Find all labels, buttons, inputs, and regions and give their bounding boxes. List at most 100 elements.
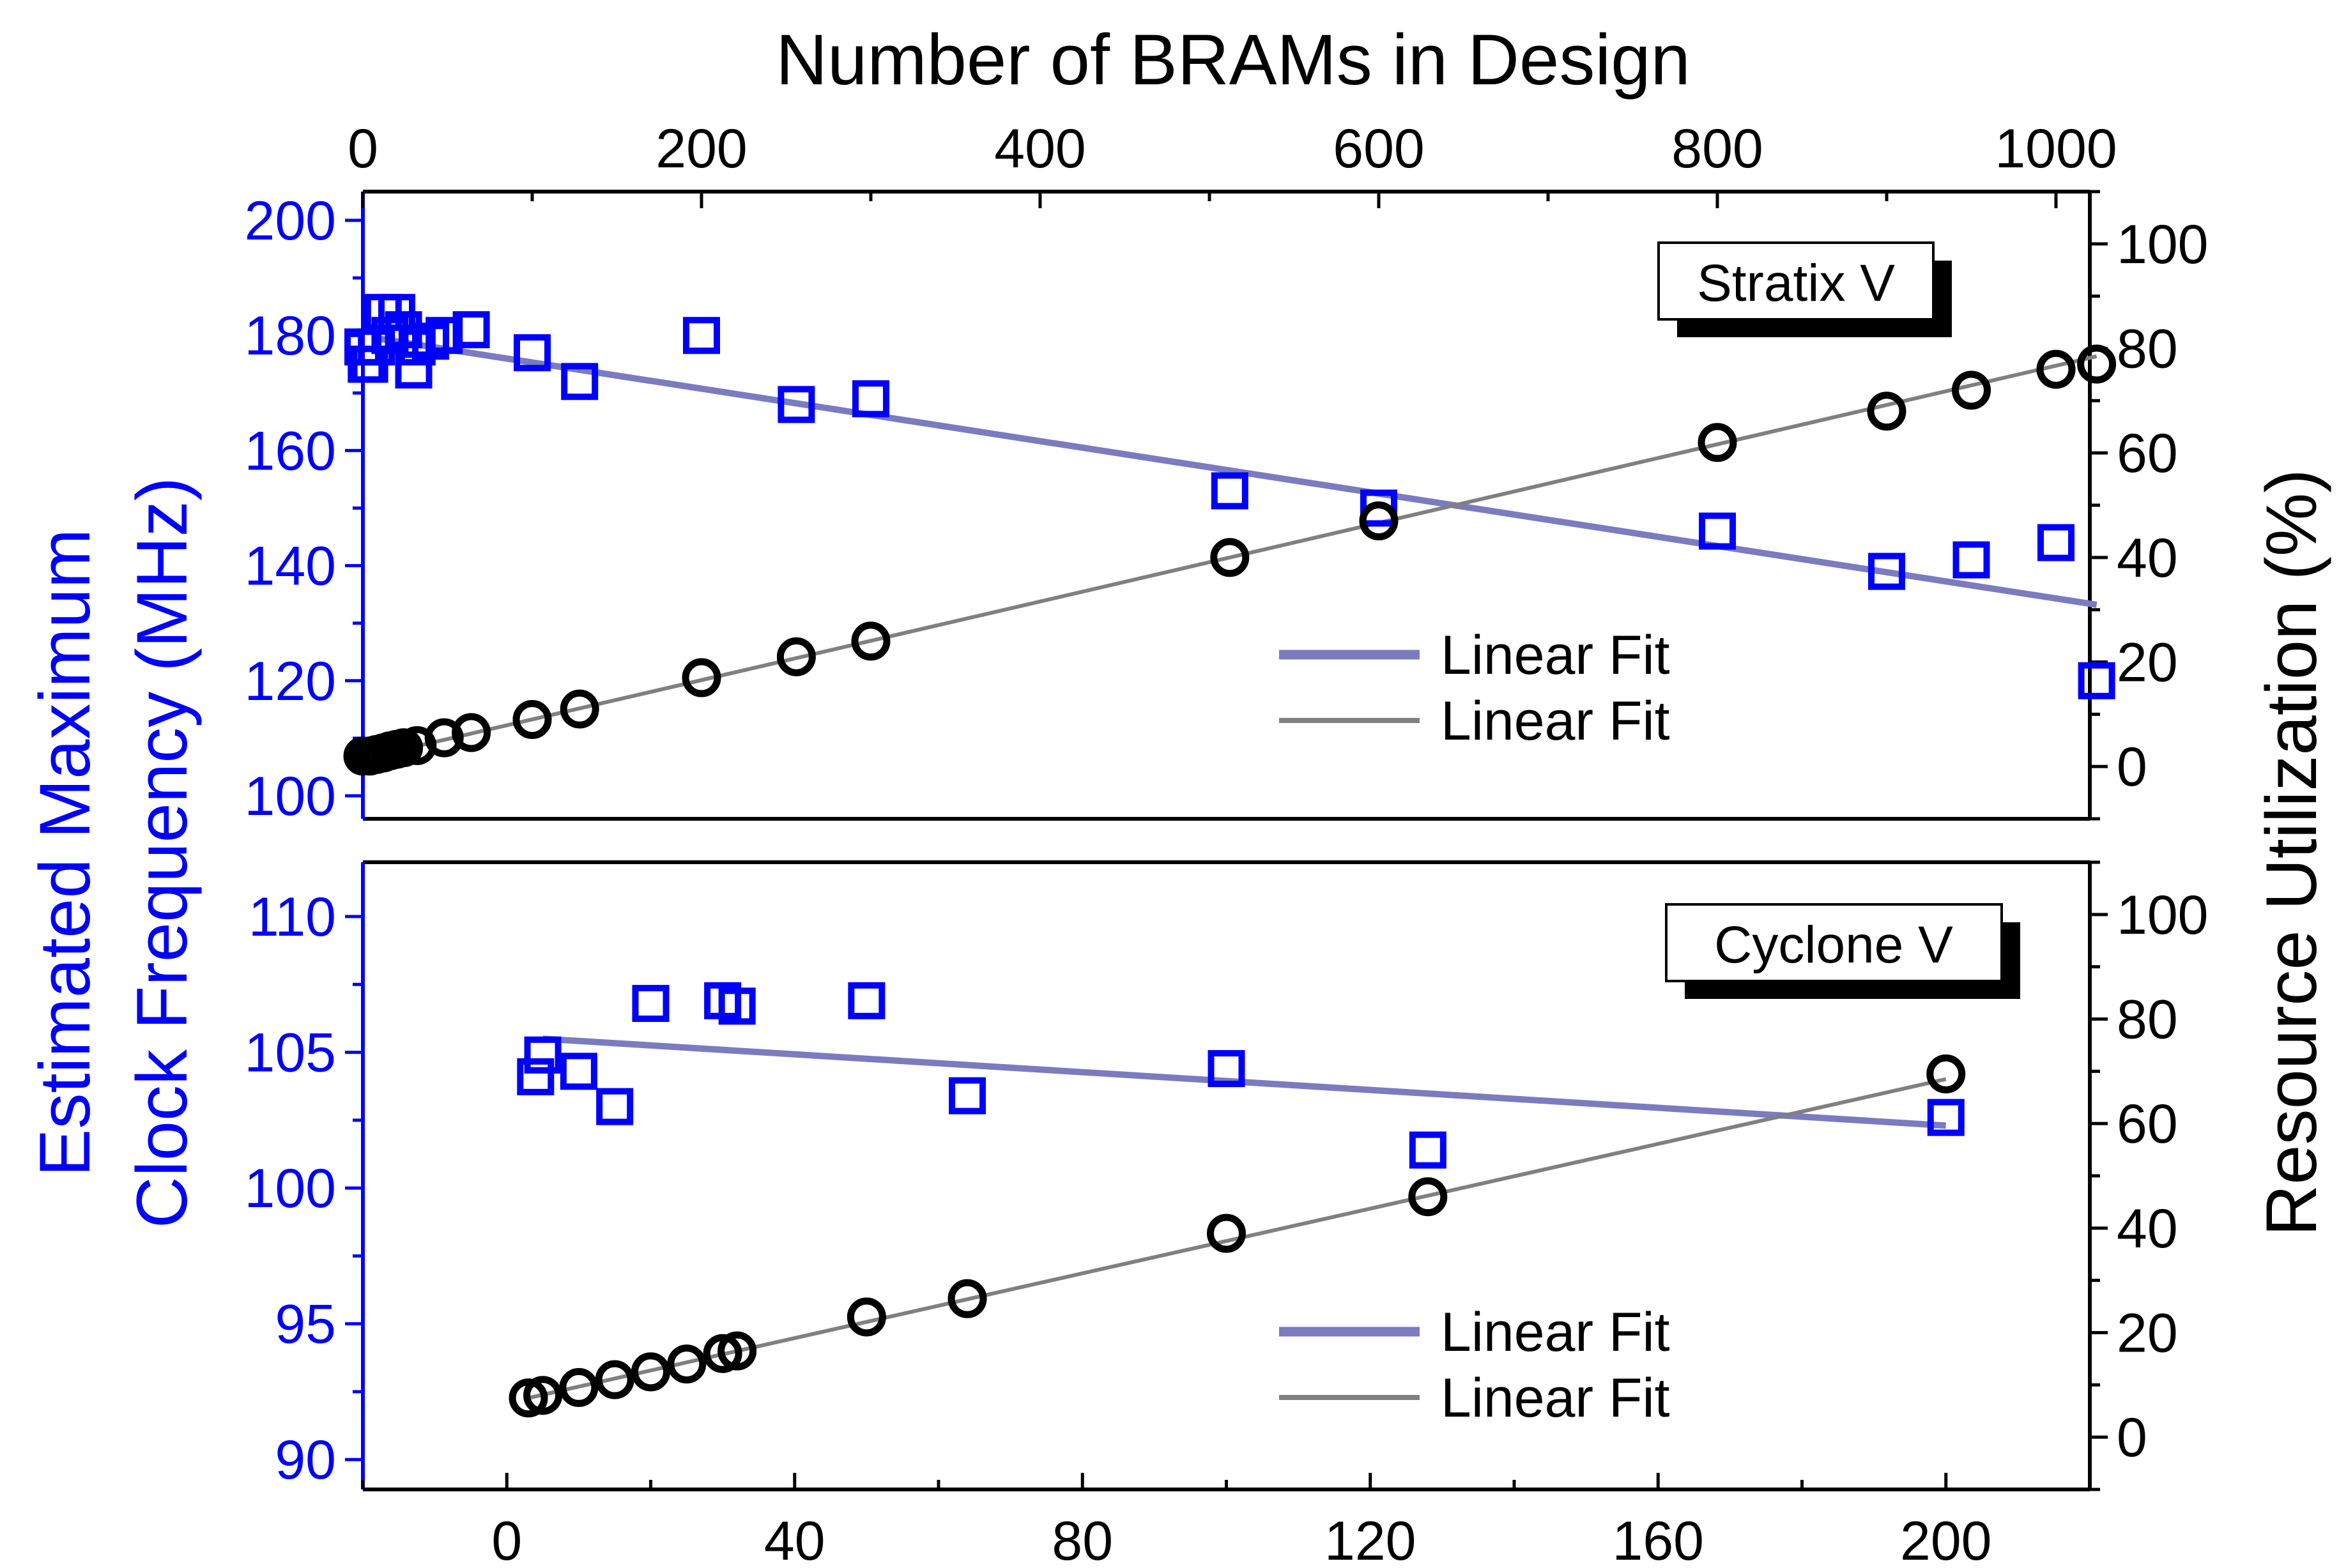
freq-point (632, 985, 670, 1023)
util-point (1952, 370, 1991, 410)
freq-point (1927, 1099, 1965, 1136)
x-tick-label: 80 (1052, 1511, 1113, 1568)
y-left-tick-label: 105 (245, 1023, 337, 1084)
left-axis-title-line1: Estimated Maximum (25, 529, 105, 1176)
freq-point (426, 317, 463, 354)
util-point (2036, 349, 2076, 389)
freq-point (1360, 489, 1397, 527)
util-point (1359, 501, 1399, 541)
freq-point (596, 1088, 634, 1125)
freq-point (1211, 472, 1248, 510)
util-fit-line (528, 1077, 1947, 1400)
y-right-tick-label: 40 (2117, 1198, 2178, 1260)
y-right-tick-label: 100 (2117, 214, 2209, 275)
y-right-tick-label: 20 (2117, 1303, 2178, 1364)
legend-top: Linear Fit Linear Fit (1279, 625, 1670, 752)
freq-point (560, 1053, 597, 1090)
y-left-tick-label: 110 (249, 887, 336, 948)
y-right-tick-label: 100 (2117, 885, 2209, 946)
y-left-tick-label: 180 (245, 305, 337, 367)
util-point (559, 1367, 599, 1407)
y-right-tick-label: 0 (2117, 1407, 2147, 1468)
freq-point (683, 317, 720, 354)
legend-bottom: Linear Fit Linear Fit (1279, 1302, 1670, 1429)
panel-label-top-text: Stratix V (1697, 254, 1895, 312)
freq-point (2037, 524, 2074, 561)
freq-point (1952, 541, 1990, 579)
y-left-tick-label: 140 (245, 536, 337, 597)
y-left-tick-label: 120 (245, 651, 337, 712)
util-point (509, 1378, 548, 1418)
x-tick-label: 0 (348, 118, 378, 179)
util-point (682, 658, 721, 697)
util-point (1867, 392, 1906, 431)
util-point (947, 1279, 987, 1318)
x-tick-label: 0 (491, 1511, 522, 1568)
freq-point (1409, 1131, 1446, 1169)
util-point (847, 1297, 886, 1337)
right-axis-title: Resource Utilization (%) (2251, 469, 2331, 1236)
x-tick-label: 400 (994, 118, 1086, 179)
y-left-tick-label: 100 (245, 766, 337, 827)
legend-label-freq-fit: Linear Fit (1441, 625, 1670, 686)
util-point (595, 1360, 634, 1399)
x-tick-label: 160 (1613, 1511, 1705, 1568)
x-tick-label: 200 (1900, 1511, 1992, 1568)
x-tick-label: 800 (1671, 118, 1763, 179)
util-point (560, 689, 599, 729)
freq-point (452, 311, 490, 349)
util-point (776, 637, 816, 676)
freq-point (1699, 512, 1736, 550)
y-right-tick-label: 80 (2117, 989, 2178, 1051)
util-point (851, 621, 891, 661)
util-point (523, 1376, 563, 1415)
freq-point (852, 380, 889, 418)
freq-point (949, 1077, 986, 1115)
util-point (2077, 344, 2117, 384)
freq-point (778, 386, 815, 423)
y-left-tick-label: 100 (245, 1158, 337, 1219)
y-right-tick-label: 0 (2117, 736, 2147, 798)
util-point (667, 1344, 707, 1384)
freq-fit-line (376, 335, 2097, 608)
x-tick-label: 200 (656, 118, 748, 179)
util-point (631, 1352, 670, 1392)
util-point (1926, 1054, 1966, 1093)
freq-point (1868, 552, 1905, 590)
panel-label-bottom-text: Cyclone V (1714, 916, 1953, 974)
util-fit-line (362, 354, 2097, 761)
util-point (1408, 1177, 1448, 1217)
panel-label-bottom: Cyclone V (1665, 903, 2020, 999)
freq-point (514, 334, 551, 372)
freq-point (2078, 662, 2115, 699)
y-right-tick-label: 80 (2117, 319, 2178, 380)
util-point (452, 713, 491, 752)
y-right-tick-label: 60 (2117, 1093, 2178, 1155)
x-tick-label: 120 (1324, 1511, 1416, 1568)
panel-bottom: 0 40 80 120 160 200 90 95 100 105 110 0 20 40 60 80 100 (245, 860, 2209, 1568)
freq-point (848, 982, 886, 1019)
panel-top: 0 200 400 600 800 100010012014016018020002040… (245, 118, 2209, 827)
util-point (703, 1334, 742, 1373)
y-left-tick-label: 200 (245, 190, 337, 252)
util-point (1698, 423, 1737, 462)
util-point (1207, 1214, 1246, 1253)
freq-point (517, 1058, 555, 1095)
freq-point (718, 987, 756, 1025)
legend-label-util-fit: Linear Fit (1441, 1367, 1670, 1429)
y-right-tick-label: 20 (2117, 632, 2178, 694)
util-point (717, 1331, 757, 1371)
freq-point (524, 1036, 562, 1074)
util-point (424, 718, 464, 757)
x-tick-label: 1000 (1995, 118, 2117, 179)
left-axis-title-line2: Clock Frequency (MHz) (122, 477, 202, 1228)
legend-label-freq-fit: Linear Fit (1441, 1302, 1670, 1363)
panel-label-top: Stratix V (1657, 241, 1952, 337)
y-left-tick-label: 160 (245, 420, 337, 482)
y-right-tick-label: 60 (2117, 423, 2178, 484)
y-right-tick-label: 40 (2117, 528, 2178, 589)
legend-label-util-fit: Linear Fit (1441, 690, 1670, 752)
x-tick-label: 600 (1333, 118, 1425, 179)
x-tick-label: 40 (764, 1511, 825, 1568)
